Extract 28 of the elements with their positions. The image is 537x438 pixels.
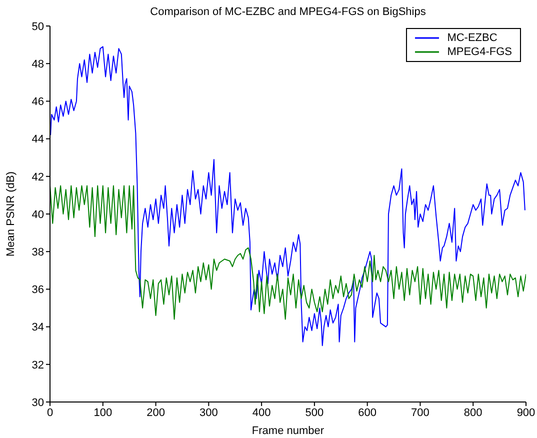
y-tick-label: 40 xyxy=(32,208,44,221)
x-tick-label: 300 xyxy=(199,406,218,419)
y-tick-label: 38 xyxy=(32,246,44,259)
x-tick-label: 200 xyxy=(146,406,165,419)
y-axis-title: Mean PSNR (dB) xyxy=(4,172,17,256)
x-tick-label: 700 xyxy=(411,406,430,419)
x-tick-label: 0 xyxy=(46,406,54,419)
x-tick-label: 500 xyxy=(305,406,324,419)
line-series xyxy=(50,185,526,320)
legend-label: MPEG4-FGS xyxy=(447,45,512,59)
x-tick-label: 400 xyxy=(252,406,271,419)
x-tick-label: 600 xyxy=(358,406,377,419)
x-tick-label: 800 xyxy=(464,406,482,419)
line-series xyxy=(50,46,526,346)
x-axis-title: Frame number xyxy=(252,425,324,437)
legend-label: MC-EZBC xyxy=(447,31,498,45)
y-tick-label: 32 xyxy=(32,359,44,372)
y-tick-label: 50 xyxy=(32,20,44,33)
y-tick-label: 46 xyxy=(32,96,44,108)
y-tick-label: 34 xyxy=(32,322,44,334)
x-tick-label: 900 xyxy=(516,406,536,419)
y-tick-label: 44 xyxy=(32,134,44,146)
x-tick-label: 100 xyxy=(94,406,112,419)
y-tick-label: 30 xyxy=(32,396,44,409)
chart-title: Comparison of MC-EZBC and MPEG4-FGS on BigShips xyxy=(149,6,427,18)
y-tick-label: 42 xyxy=(32,171,44,184)
y-tick-label: 48 xyxy=(32,58,44,71)
y-tick-label: 36 xyxy=(32,284,44,296)
